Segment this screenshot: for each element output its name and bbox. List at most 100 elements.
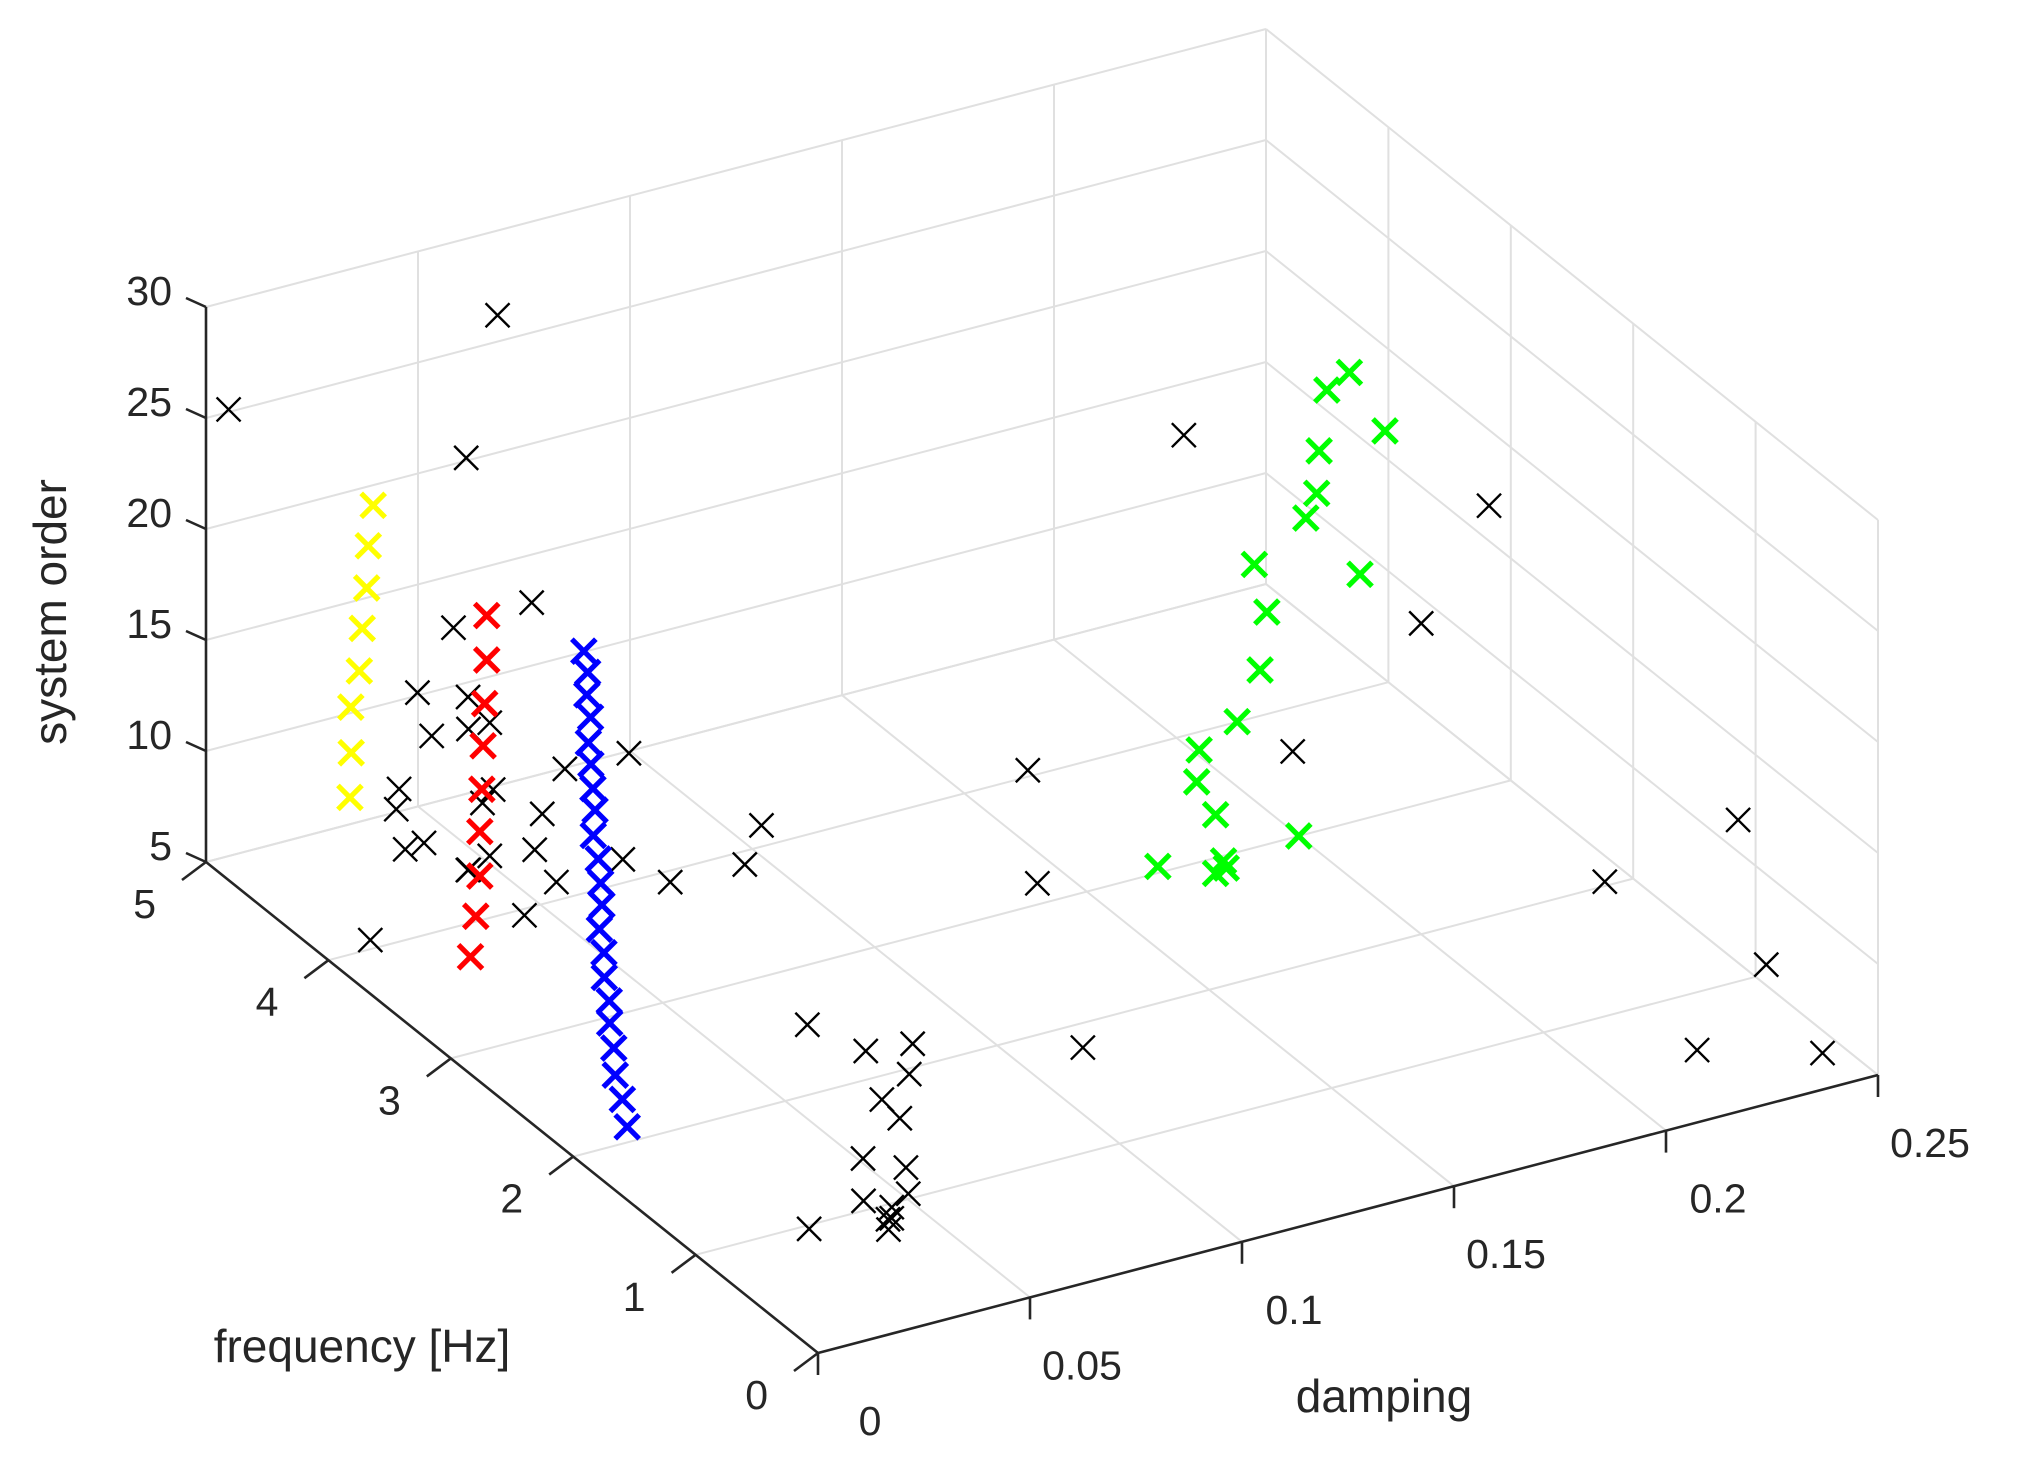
data-point (574, 728, 603, 757)
data-point (461, 902, 490, 931)
x-axis-line (817, 1073, 1879, 1355)
data-point (893, 1154, 919, 1181)
y-tick-mark (793, 1351, 819, 1373)
z-tick-label: 30 (126, 268, 172, 314)
y-tick-label: 2 (500, 1176, 523, 1222)
y-axis-line (205, 860, 819, 1355)
data-point (1346, 560, 1374, 589)
data-point (411, 830, 437, 856)
data-point (1591, 868, 1618, 895)
data-point (852, 1038, 879, 1064)
data-point (529, 801, 556, 827)
data-point (657, 869, 684, 895)
z-tick-mark (185, 407, 207, 420)
data-point (511, 902, 538, 929)
z-tick-label: 15 (126, 601, 172, 647)
data-point (1335, 358, 1364, 387)
y-tick-label: 3 (378, 1077, 401, 1123)
grid-line-floor-frequency (450, 779, 1512, 1060)
data-point (609, 846, 636, 873)
data-point (896, 1061, 923, 1088)
z-tick-label: 10 (126, 712, 172, 758)
data-point (336, 693, 365, 721)
data-point (468, 775, 496, 804)
data-point (895, 1180, 922, 1207)
z-tick-label: 25 (126, 379, 172, 425)
series-stable-cluster-yellow (336, 491, 388, 812)
data-point (476, 709, 503, 736)
x-tick-label: 0 (859, 1398, 882, 1444)
data-point (440, 614, 467, 641)
data-point (476, 843, 503, 869)
series-stable-cluster-green (1144, 358, 1399, 888)
x-axis-label: damping (1296, 1370, 1472, 1422)
data-point (794, 1011, 821, 1038)
y-tick-mark (670, 1253, 697, 1274)
data-point (1209, 847, 1238, 875)
data-point (465, 817, 494, 846)
data-point (1408, 610, 1435, 637)
grid-line-side-order (1265, 139, 1879, 632)
data-point (608, 1085, 637, 1114)
data-point (472, 601, 501, 630)
data-point (518, 589, 545, 616)
data-point (354, 531, 383, 560)
data-point (613, 1112, 642, 1141)
data-point (577, 750, 605, 779)
data-point (472, 646, 501, 674)
data-point (357, 927, 384, 953)
grid-line-back-order (205, 250, 1267, 530)
data-point (345, 657, 374, 685)
y-tick-label: 1 (623, 1274, 646, 1320)
data-point (1014, 757, 1041, 784)
data-point (1170, 422, 1197, 449)
series-unclustered-poles (215, 302, 1836, 1243)
data-point (1313, 376, 1341, 404)
data-point (392, 836, 419, 863)
data-point (850, 1188, 877, 1214)
data-point (404, 679, 431, 706)
data-point (352, 574, 381, 602)
data-point (899, 1030, 926, 1057)
grid-line-back-order (205, 361, 1267, 641)
y-tick-label: 4 (256, 979, 279, 1025)
data-point (215, 396, 242, 423)
grid-line-floor-frequency (572, 877, 1634, 1158)
data-point (590, 938, 618, 967)
data-point (543, 869, 570, 895)
data-point (1684, 1037, 1710, 1063)
y-tick-label: 0 (745, 1372, 768, 1418)
data-point (1371, 417, 1399, 445)
data-point (601, 1061, 630, 1089)
data-point (1201, 800, 1230, 829)
data-point (586, 869, 615, 897)
grid-line-back-order (205, 28, 1267, 308)
data-point (359, 491, 388, 520)
data-point (480, 776, 507, 803)
data-point (348, 614, 377, 643)
data-point (456, 942, 485, 971)
x-tick-label: 0.15 (1466, 1231, 1546, 1277)
grid-line-side-order (1265, 250, 1879, 743)
data-point (484, 302, 511, 329)
data-point (584, 845, 613, 873)
data-point (878, 1205, 905, 1232)
data-point (573, 658, 602, 687)
data-point (418, 723, 445, 749)
data-point (1182, 768, 1211, 796)
z-tick-mark (185, 740, 207, 753)
data-point (521, 836, 548, 863)
data-point (1302, 479, 1331, 508)
data-point (1223, 707, 1251, 736)
data-point (581, 796, 609, 824)
z-tick-mark (185, 851, 207, 864)
data-point (886, 1105, 913, 1132)
z-tick-label: 5 (149, 823, 172, 869)
data-point (1305, 437, 1333, 465)
data-point (1753, 951, 1780, 978)
data-point (386, 776, 412, 802)
data-point (337, 738, 366, 767)
grid-line-side-order (1265, 28, 1879, 521)
data-point (1185, 736, 1213, 764)
